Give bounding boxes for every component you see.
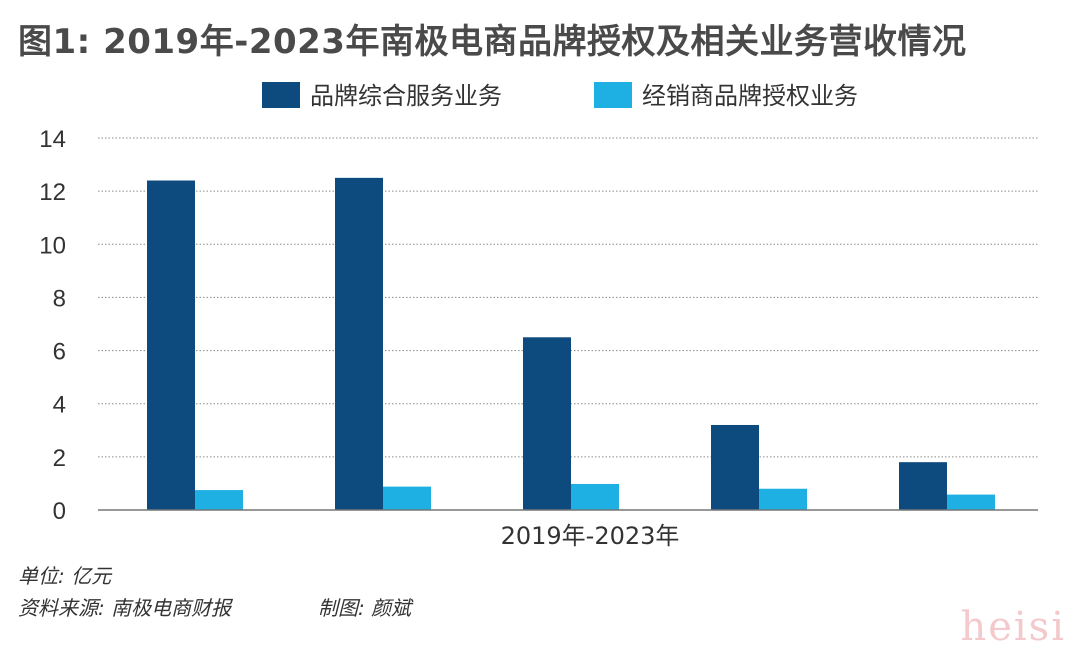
y-tick-label: 0 xyxy=(53,498,66,525)
bar-group xyxy=(899,462,995,510)
y-tick-label: 10 xyxy=(39,232,66,259)
bars xyxy=(147,177,995,510)
y-tick-label: 6 xyxy=(53,339,66,366)
bar-dealer-license xyxy=(759,488,807,510)
bar-group xyxy=(147,180,243,510)
bar-brand-service xyxy=(711,424,759,510)
x-axis-label: 2019年-2023年 xyxy=(501,522,680,550)
legend-label: 经销商品牌授权业务 xyxy=(642,82,858,110)
legend-label: 品牌综合服务业务 xyxy=(310,82,502,110)
source-note: 资料来源: 南极电商财报 xyxy=(18,596,232,620)
bar-group xyxy=(711,424,807,510)
bar-group xyxy=(523,337,619,510)
chart-legend: 品牌综合服务业务 经销商品牌授权业务 xyxy=(262,82,858,110)
bar-dealer-license xyxy=(947,494,995,510)
bar-dealer-license xyxy=(195,490,243,510)
chart-title: 图1: 2019年-2023年南极电商品牌授权及相关业务营收情况 xyxy=(18,22,967,62)
maker-note: 制图: 颜斌 xyxy=(318,596,412,620)
legend-item: 经销商品牌授权业务 xyxy=(594,82,858,110)
bar-brand-service xyxy=(335,177,383,510)
y-tick-label: 8 xyxy=(53,285,66,312)
y-tick-label: 14 xyxy=(39,126,66,153)
watermark: heisi xyxy=(960,604,1066,650)
y-tick-label: 2 xyxy=(53,445,66,472)
y-tick-label: 4 xyxy=(53,392,66,419)
unit-note: 单位: 亿元 xyxy=(18,564,112,588)
bar-brand-service xyxy=(523,337,571,510)
bar-group xyxy=(335,177,431,510)
legend-item: 品牌综合服务业务 xyxy=(262,82,502,110)
y-axis: 0 2 4 6 8 10 12 14 xyxy=(39,126,66,525)
legend-swatch xyxy=(262,82,300,108)
bar-dealer-license xyxy=(571,483,619,510)
bar-brand-service xyxy=(147,180,195,510)
y-tick-label: 12 xyxy=(39,179,66,206)
legend-swatch xyxy=(594,82,632,108)
bar-brand-service xyxy=(899,462,947,510)
bar-dealer-license xyxy=(383,486,431,510)
